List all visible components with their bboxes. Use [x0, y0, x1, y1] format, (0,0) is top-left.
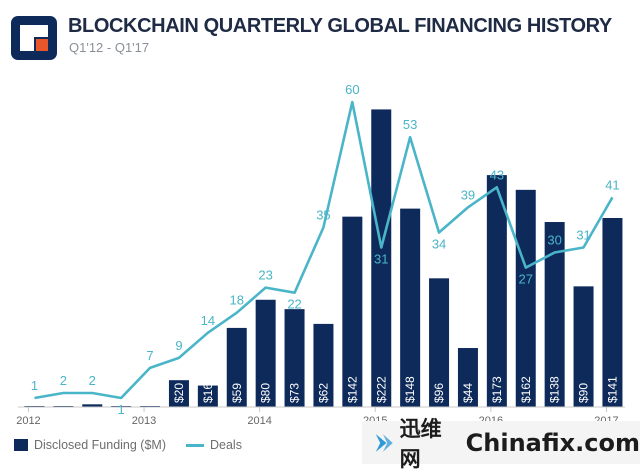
funding-bar-label: $138: [548, 376, 562, 403]
deals-value-label: 31: [576, 228, 590, 243]
deals-value-label: 7: [146, 348, 153, 363]
x-axis-tick-label: 2014: [247, 415, 271, 427]
funding-bar-label: $142: [345, 376, 359, 403]
funding-bar-label: $80: [259, 383, 273, 403]
funding-bar: [457, 348, 478, 407]
deals-value-label: 2: [60, 373, 67, 388]
funding-bar: [284, 309, 305, 407]
deals-value-label: 9: [175, 338, 182, 353]
funding-bar: [602, 218, 623, 407]
funding-bar: [342, 216, 363, 407]
funding-bar: [82, 404, 103, 407]
chinafix-logo-icon: [375, 433, 393, 452]
deals-value-label: 41: [605, 177, 619, 192]
funding-bars: [24, 109, 623, 407]
cbinsights-logo-icon: [11, 16, 57, 60]
funding-bar: [255, 299, 276, 407]
deals-value-label: 39: [461, 187, 475, 202]
deals-value-label: 18: [230, 293, 244, 308]
deals-value-label: 2: [89, 373, 96, 388]
deals-value-label: 60: [345, 82, 359, 97]
deals-line: [34, 100, 614, 400]
x-axis-tick-label: 2012: [16, 415, 40, 427]
watermark-banner: 迅维网 Chinafix.com: [362, 417, 640, 471]
funding-bar: [226, 327, 247, 407]
funding-bar-label: $16: [201, 383, 215, 403]
funding-bar-label: $73: [288, 383, 302, 403]
chart-title: BLOCKCHAIN QUARTERLY GLOBAL FINANCING HI…: [68, 15, 612, 37]
legend-funding-swatch: [14, 439, 28, 451]
deals-value-label: 53: [403, 117, 417, 132]
deals-value-label: 31: [374, 252, 388, 267]
funding-bar-label: $44: [461, 383, 475, 403]
deals-value-label: 22: [287, 297, 301, 312]
deals-value-label: 35: [316, 207, 330, 222]
funding-bar: [486, 175, 507, 407]
deals-value-label: 30: [547, 233, 561, 248]
funding-bar-label: $59: [230, 383, 244, 403]
deals-value-label: 14: [201, 313, 215, 328]
funding-bar-label: $20: [172, 383, 186, 403]
funding-bar-label: $96: [432, 383, 446, 403]
legend-deals-label: Deals: [210, 438, 242, 452]
legend-deals-swatch: [186, 443, 204, 447]
funding-bar: [168, 380, 189, 407]
deals-value-label: 34: [432, 236, 446, 251]
funding-bar: [573, 286, 594, 407]
funding-bar: [429, 278, 450, 407]
chart-legend: Disclosed Funding ($M) Deals: [14, 438, 242, 452]
x-axis-tick-label: 2013: [132, 415, 156, 427]
deals-value-label: 1: [31, 378, 38, 393]
funding-bar-labels: $20 $16 $59 $80 $73 $62 $142 $222 $148 $96 $44 $173…: [172, 376, 620, 403]
funding-bar: [371, 109, 392, 407]
funding-bar-label: $62: [316, 383, 330, 403]
funding-bar-label: $173: [490, 376, 504, 403]
funding-bar: [197, 385, 218, 407]
deals-value-label: 1: [118, 402, 125, 417]
funding-bar: [515, 189, 536, 407]
deals-value-label: 27: [519, 272, 533, 287]
legend-funding-label: Disclosed Funding ($M): [34, 438, 166, 452]
deals-value-label: 43: [490, 167, 504, 182]
funding-bar-label: $162: [519, 376, 533, 403]
deals-value-label: 23: [258, 268, 272, 283]
funding-bar: [400, 208, 421, 407]
funding-bar-label: $222: [374, 376, 388, 403]
funding-bar: [544, 222, 565, 407]
funding-bar-label: $90: [577, 383, 591, 403]
funding-bar-label: $148: [403, 376, 417, 403]
watermark-site-text: Chinafix.com: [465, 428, 640, 457]
funding-bar: [313, 323, 334, 407]
funding-bar-label: $141: [605, 376, 619, 403]
chart-subtitle: Q1'12 - Q1'17: [69, 40, 150, 55]
